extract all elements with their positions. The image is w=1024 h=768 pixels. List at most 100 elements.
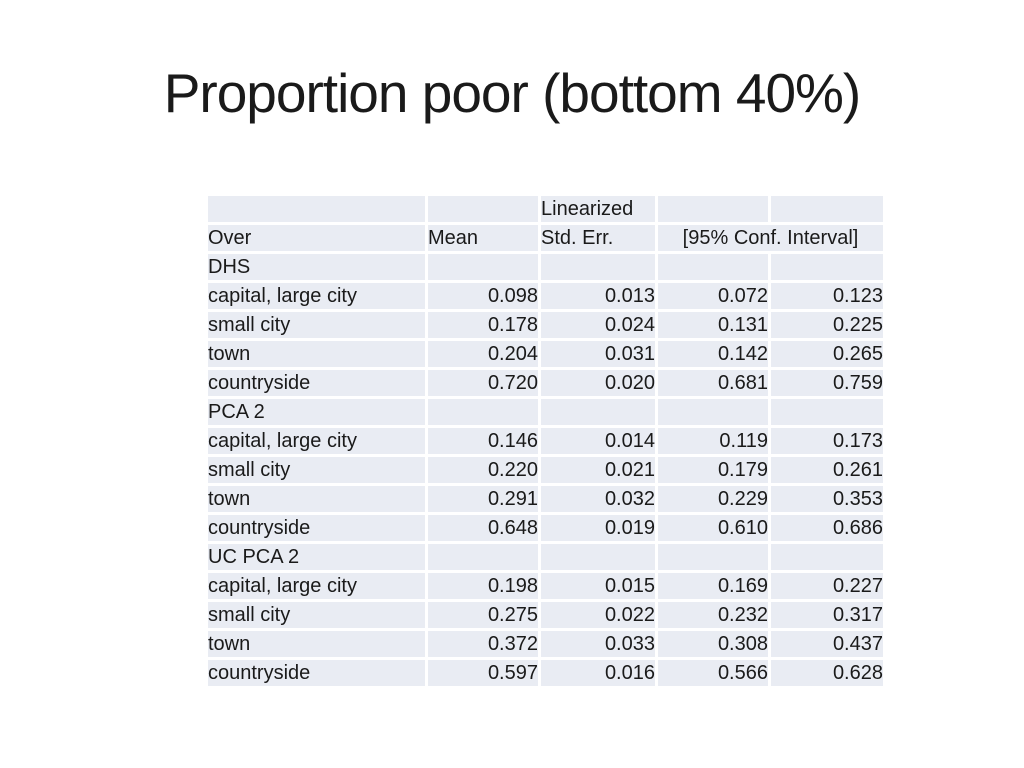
- ci-low-cell: 0.169: [655, 570, 771, 602]
- empty-cell: [655, 251, 771, 283]
- std-err-cell: 0.020: [538, 367, 658, 399]
- mean-cell: 0.220: [425, 454, 541, 486]
- std-err-cell: 0.033: [538, 628, 658, 660]
- results-table: Linearized Over Mean Std. Err. [95% Conf…: [205, 193, 886, 689]
- ci-high-cell: 0.759: [768, 367, 886, 399]
- std-err-cell: 0.016: [538, 657, 658, 689]
- row-label-cell: small city: [205, 309, 428, 341]
- conf-interval-header-cell: [95% Conf. Interval]: [655, 222, 886, 254]
- std-err-header-cell: Std. Err.: [538, 222, 658, 254]
- table-row: countryside 0.720 0.020 0.681 0.759: [205, 367, 886, 399]
- ci-high-cell: 0.437: [768, 628, 886, 660]
- row-label-cell: small city: [205, 599, 428, 631]
- ci-low-cell: 0.119: [655, 425, 771, 457]
- ci-high-cell: 0.123: [768, 280, 886, 312]
- table-row: capital, large city 0.098 0.013 0.072 0.…: [205, 280, 886, 312]
- empty-cell: [205, 193, 428, 225]
- row-label-cell: countryside: [205, 657, 428, 689]
- row-label-cell: town: [205, 628, 428, 660]
- row-label-cell: capital, large city: [205, 570, 428, 602]
- table-row: capital, large city 0.146 0.014 0.119 0.…: [205, 425, 886, 457]
- row-label-cell: countryside: [205, 367, 428, 399]
- empty-cell: [655, 193, 771, 225]
- empty-cell: [425, 541, 541, 573]
- table-row: town 0.372 0.033 0.308 0.437: [205, 628, 886, 660]
- row-label-cell: small city: [205, 454, 428, 486]
- ci-high-cell: 0.353: [768, 483, 886, 515]
- empty-cell: [655, 541, 771, 573]
- linearized-header-cell: Linearized: [538, 193, 658, 225]
- empty-cell: [538, 541, 658, 573]
- ci-low-cell: 0.131: [655, 309, 771, 341]
- section-label-cell: UC PCA 2: [205, 541, 428, 573]
- table-row: countryside 0.648 0.019 0.610 0.686: [205, 512, 886, 544]
- empty-cell: [768, 396, 886, 428]
- section-label-cell: DHS: [205, 251, 428, 283]
- empty-cell: [768, 541, 886, 573]
- table-header-row-1: Linearized: [205, 193, 886, 225]
- table-row: town 0.291 0.032 0.229 0.353: [205, 483, 886, 515]
- ci-low-cell: 0.072: [655, 280, 771, 312]
- table-row: small city 0.275 0.022 0.232 0.317: [205, 599, 886, 631]
- empty-cell: [538, 251, 658, 283]
- ci-high-cell: 0.227: [768, 570, 886, 602]
- mean-cell: 0.178: [425, 309, 541, 341]
- empty-cell: [425, 251, 541, 283]
- mean-header-cell: Mean: [425, 222, 541, 254]
- table-row: town 0.204 0.031 0.142 0.265: [205, 338, 886, 370]
- mean-cell: 0.291: [425, 483, 541, 515]
- std-err-cell: 0.032: [538, 483, 658, 515]
- mean-cell: 0.198: [425, 570, 541, 602]
- mean-cell: 0.597: [425, 657, 541, 689]
- row-label-cell: capital, large city: [205, 425, 428, 457]
- empty-cell: [538, 396, 658, 428]
- mean-cell: 0.098: [425, 280, 541, 312]
- ci-high-cell: 0.173: [768, 425, 886, 457]
- std-err-cell: 0.014: [538, 425, 658, 457]
- mean-cell: 0.648: [425, 512, 541, 544]
- std-err-cell: 0.021: [538, 454, 658, 486]
- ci-high-cell: 0.265: [768, 338, 886, 370]
- std-err-cell: 0.031: [538, 338, 658, 370]
- ci-high-cell: 0.686: [768, 512, 886, 544]
- slide-title: Proportion poor (bottom 40%): [163, 62, 862, 124]
- mean-cell: 0.372: [425, 628, 541, 660]
- ci-low-cell: 0.681: [655, 367, 771, 399]
- ci-high-cell: 0.261: [768, 454, 886, 486]
- ci-low-cell: 0.179: [655, 454, 771, 486]
- std-err-cell: 0.015: [538, 570, 658, 602]
- ci-low-cell: 0.232: [655, 599, 771, 631]
- empty-cell: [425, 193, 541, 225]
- section-label-cell: PCA 2: [205, 396, 428, 428]
- table-section-row: PCA 2: [205, 396, 886, 428]
- std-err-cell: 0.024: [538, 309, 658, 341]
- std-err-cell: 0.013: [538, 280, 658, 312]
- ci-high-cell: 0.628: [768, 657, 886, 689]
- row-label-cell: capital, large city: [205, 280, 428, 312]
- ci-low-cell: 0.566: [655, 657, 771, 689]
- row-label-cell: countryside: [205, 512, 428, 544]
- std-err-cell: 0.022: [538, 599, 658, 631]
- empty-cell: [425, 396, 541, 428]
- ci-low-cell: 0.610: [655, 512, 771, 544]
- table-row: small city 0.220 0.021 0.179 0.261: [205, 454, 886, 486]
- ci-high-cell: 0.225: [768, 309, 886, 341]
- table-section-row: UC PCA 2: [205, 541, 886, 573]
- mean-cell: 0.204: [425, 338, 541, 370]
- table-row: small city 0.178 0.024 0.131 0.225: [205, 309, 886, 341]
- empty-cell: [655, 396, 771, 428]
- table-row: capital, large city 0.198 0.015 0.169 0.…: [205, 570, 886, 602]
- mean-cell: 0.275: [425, 599, 541, 631]
- ci-low-cell: 0.308: [655, 628, 771, 660]
- over-header-cell: Over: [205, 222, 428, 254]
- empty-cell: [768, 193, 886, 225]
- table-section-row: DHS: [205, 251, 886, 283]
- ci-high-cell: 0.317: [768, 599, 886, 631]
- std-err-cell: 0.019: [538, 512, 658, 544]
- table-header-row-2: Over Mean Std. Err. [95% Conf. Interval]: [205, 222, 886, 254]
- mean-cell: 0.146: [425, 425, 541, 457]
- mean-cell: 0.720: [425, 367, 541, 399]
- empty-cell: [768, 251, 886, 283]
- row-label-cell: town: [205, 483, 428, 515]
- ci-low-cell: 0.229: [655, 483, 771, 515]
